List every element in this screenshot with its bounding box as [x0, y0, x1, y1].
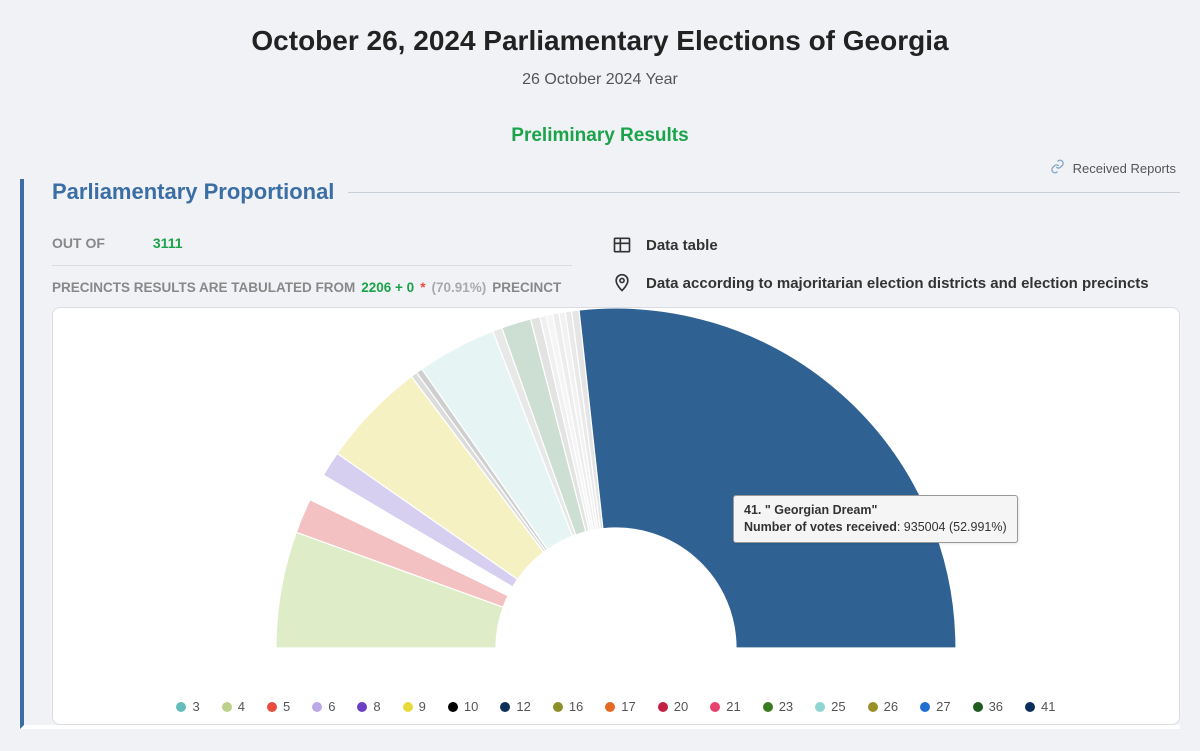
legend-swatch	[267, 702, 277, 712]
legend-label: 20	[674, 699, 688, 714]
legend-item-17[interactable]: 17	[605, 699, 635, 714]
legend-label: 25	[831, 699, 845, 714]
legend-label: 10	[464, 699, 478, 714]
legend-label: 26	[884, 699, 898, 714]
received-reports-link[interactable]: Received Reports	[1073, 161, 1176, 176]
legend-swatch	[357, 702, 367, 712]
legend-label: 5	[283, 699, 290, 714]
data-districts-label: Data according to majoritarian election …	[646, 275, 1149, 292]
legend-item-25[interactable]: 25	[815, 699, 845, 714]
legend-label: 16	[569, 699, 583, 714]
legend-item-10[interactable]: 10	[448, 699, 478, 714]
legend-swatch	[553, 702, 563, 712]
tooltip-value: : 935004 (52.991%)	[897, 520, 1007, 534]
legend-label: 9	[419, 699, 426, 714]
legend-label: 3	[192, 699, 199, 714]
location-icon	[612, 273, 632, 293]
link-icon	[1050, 159, 1065, 177]
preliminary-results-label: Preliminary Results	[20, 125, 1180, 147]
legend-label: 41	[1041, 699, 1055, 714]
legend-item-21[interactable]: 21	[710, 699, 740, 714]
legend-item-4[interactable]: 4	[222, 699, 245, 714]
page-title: October 26, 2024 Parliamentary Elections…	[20, 25, 1180, 57]
slice-41[interactable]	[579, 308, 956, 648]
legend-swatch	[312, 702, 322, 712]
table-icon	[612, 235, 632, 255]
chart-legend: 3 4 5 6 8 9 10 12 16 17 20 21 23 25 26 27 36 41	[53, 699, 1179, 714]
legend-swatch	[815, 702, 825, 712]
legend-label: 36	[989, 699, 1003, 714]
half-donut-chart	[266, 308, 966, 648]
legend-item-8[interactable]: 8	[357, 699, 380, 714]
chart-tooltip: 41. " Georgian Dream" Number of votes re…	[733, 495, 1018, 543]
legend-item-3[interactable]: 3	[176, 699, 199, 714]
legend-label: 4	[238, 699, 245, 714]
legend-item-16[interactable]: 16	[553, 699, 583, 714]
legend-swatch	[658, 702, 668, 712]
legend-swatch	[973, 702, 983, 712]
legend-label: 23	[779, 699, 793, 714]
data-table-label: Data table	[646, 237, 718, 254]
legend-item-5[interactable]: 5	[267, 699, 290, 714]
legend-item-26[interactable]: 26	[868, 699, 898, 714]
page-subtitle: 26 October 2024 Year	[20, 71, 1180, 89]
chart-card: 41. " Georgian Dream" Number of votes re…	[52, 307, 1180, 725]
legend-label: 6	[328, 699, 335, 714]
legend-swatch	[500, 702, 510, 712]
out-of-value: 3111	[153, 235, 183, 251]
legend-label: 21	[726, 699, 740, 714]
legend-item-41[interactable]: 41	[1025, 699, 1055, 714]
tooltip-title: 41. " Georgian Dream"	[744, 502, 1007, 519]
legend-swatch	[222, 702, 232, 712]
precinct-count: 2206 + 0	[361, 280, 414, 295]
precinct-text-a: PRECINCTS RESULTS ARE TABULATED FROM	[52, 280, 355, 295]
legend-item-6[interactable]: 6	[312, 699, 335, 714]
legend-label: 27	[936, 699, 950, 714]
legend-swatch	[1025, 702, 1035, 712]
legend-swatch	[403, 702, 413, 712]
legend-swatch	[763, 702, 773, 712]
legend-swatch	[868, 702, 878, 712]
tooltip-label: Number of votes received	[744, 520, 897, 534]
divider	[52, 265, 572, 266]
legend-swatch	[710, 702, 720, 712]
legend-label: 12	[516, 699, 530, 714]
legend-item-20[interactable]: 20	[658, 699, 688, 714]
out-of-label: OUT OF	[52, 235, 105, 251]
legend-item-36[interactable]: 36	[973, 699, 1003, 714]
legend-swatch	[605, 702, 615, 712]
legend-swatch	[448, 702, 458, 712]
section-divider	[348, 192, 1180, 193]
legend-swatch	[176, 702, 186, 712]
section-title: Parliamentary Proportional	[52, 179, 334, 205]
legend-item-12[interactable]: 12	[500, 699, 530, 714]
legend-label: 8	[373, 699, 380, 714]
legend-item-23[interactable]: 23	[763, 699, 793, 714]
legend-item-9[interactable]: 9	[403, 699, 426, 714]
data-districts-link[interactable]: Data according to majoritarian election …	[612, 273, 1180, 293]
legend-label: 17	[621, 699, 635, 714]
precinct-pct: (70.91%)	[431, 280, 486, 295]
legend-item-27[interactable]: 27	[920, 699, 950, 714]
precinct-text-b: PRECINCT	[492, 280, 561, 295]
precinct-star: *	[420, 280, 425, 295]
data-table-link[interactable]: Data table	[612, 235, 1180, 255]
legend-swatch	[920, 702, 930, 712]
